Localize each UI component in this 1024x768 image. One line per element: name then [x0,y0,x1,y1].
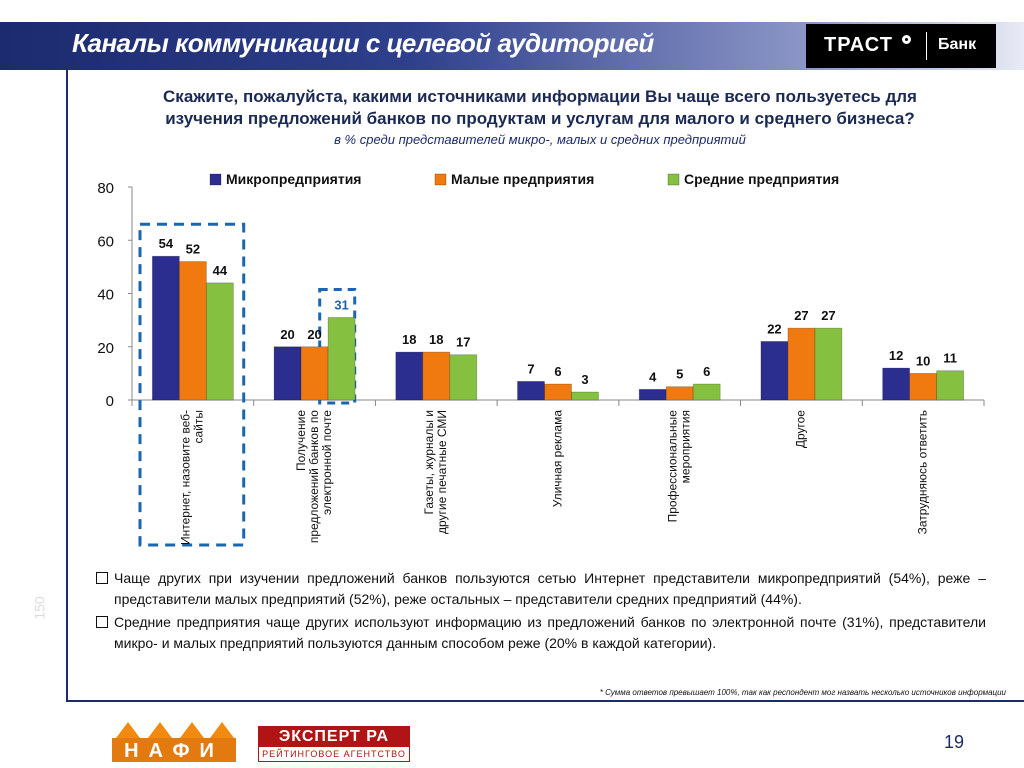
question-text: Скажите, пожалуйста, какими источниками … [80,86,1000,130]
legend-swatch [667,173,680,186]
data-label: 18 [402,332,416,347]
bar-2-2 [300,346,329,401]
bar-3-4 [571,391,599,401]
bar-2-6 [787,327,816,401]
legend-label: Микропредприятия [226,171,361,187]
bullet-item: Чаще других при изучении предложений бан… [96,568,986,610]
bar-3-6 [814,327,843,401]
x-category-label: другие печатные СМИ [435,410,449,534]
x-category-label: предложений банков по [307,410,321,543]
y-tick-label: 20 [97,340,114,357]
data-label: 31 [334,297,348,312]
logo-bank-text: Банк [938,36,977,53]
y-tick-label: 80 [97,180,114,197]
data-label: 7 [527,361,534,376]
data-label: 10 [916,353,930,368]
legend-swatch [209,173,222,186]
nafi-logo: НАФИ [112,722,236,762]
legend-swatch [434,173,447,186]
bar-3-3 [449,354,478,401]
data-label: 12 [889,348,903,363]
legend-label: Малые предприятия [451,171,594,187]
logo-circle-icon [902,35,911,44]
x-category-label: Газеты, журналы и [422,410,436,514]
logo-main-text: ТРАСТ [824,34,893,56]
bottom-rule [66,700,1024,702]
data-label: 20 [280,327,294,342]
y-tick-label: 60 [97,233,114,250]
data-label: 6 [554,364,561,379]
bullet-item: Средние предприятия чаще других использу… [96,612,986,654]
bar-2-1 [178,261,207,401]
left-rule [66,70,68,700]
highlight-box-internet [138,222,246,547]
page-number: 19 [944,732,965,752]
data-label: 11 [943,351,957,366]
page-title: Каналы коммуникации с целевой аудиторией [72,28,654,58]
x-category-label: Затрудняюсь ответить [915,410,929,534]
x-category-label: Другое [794,410,808,448]
data-label: 22 [767,321,781,336]
data-label: 54 [159,236,174,251]
data-label: 18 [429,332,443,347]
data-label: 27 [794,308,808,323]
bar-1-1 [151,255,180,401]
checkbox-bullet-icon [96,572,108,584]
x-category-label: мероприятия [678,410,692,483]
x-category-label: Получение [294,410,308,471]
nafi-logo-text: НАФИ [124,740,224,762]
side-number: 150 [31,596,48,620]
bullet-text-2: Средние предприятия чаще других использу… [114,614,986,651]
checkbox-bullet-icon [96,616,108,628]
data-label: 6 [703,364,710,379]
x-category-label: сайты [192,410,206,444]
data-label: 17 [456,335,470,350]
y-tick-label: 40 [97,287,114,304]
legend-label: Средние предприятия [684,171,839,187]
y-tick-label: 0 [106,393,114,410]
expert-ra-logo: ЭКСПЕРТ РА РЕЙТИНГОВОЕ АГЕНТСТВО [258,726,410,762]
bar-2-7 [909,372,938,401]
data-label: 27 [821,308,835,323]
bar-1-5 [638,388,667,401]
bar-2-4 [544,383,572,401]
question-line-2: изучения предложений банков по продуктам… [165,109,915,128]
x-category-label: Уличная реклама [550,410,564,508]
bar-1-4 [517,380,545,401]
data-label: 3 [581,372,588,387]
bar-2-5 [665,386,694,401]
bar-3-7 [936,370,965,401]
x-category-label: Интернет, назовите веб- [179,410,193,545]
question-subtitle: в % среди представителей микро-, малых и… [334,132,746,147]
bar-3-1 [205,282,234,401]
bar-3-2 [327,317,356,401]
bar-3-5 [692,383,721,401]
data-label: 4 [649,369,657,384]
expert-ra-subtitle: РЕЙТИНГОВОЕ АГЕНТСТВО [262,749,406,759]
logo-separator [926,32,927,60]
bullet-text-1: Чаще других при изучении предложений бан… [114,570,986,607]
data-label: 20 [307,327,321,342]
data-label: 5 [676,367,683,382]
footnote: * Сумма ответов превышает 100%, так как … [599,688,1006,697]
question-line-1: Скажите, пожалуйста, какими источниками … [163,87,917,106]
x-category-label: электронной почте [320,410,334,515]
x-category-label: Профессиональные [665,410,679,523]
bar-1-7 [882,367,911,401]
bar-1-2 [273,346,302,401]
bar-2-3 [422,351,451,401]
data-label: 44 [213,263,228,278]
data-label: 52 [186,242,200,257]
bar-1-3 [395,351,424,401]
trust-bank-logo: ТРАСТ Банк [806,24,996,68]
bullet-list: Чаще других при изучении предложений бан… [96,568,986,656]
bar-1-6 [760,341,789,401]
expert-ra-title: ЭКСПЕРТ РА [259,727,409,747]
